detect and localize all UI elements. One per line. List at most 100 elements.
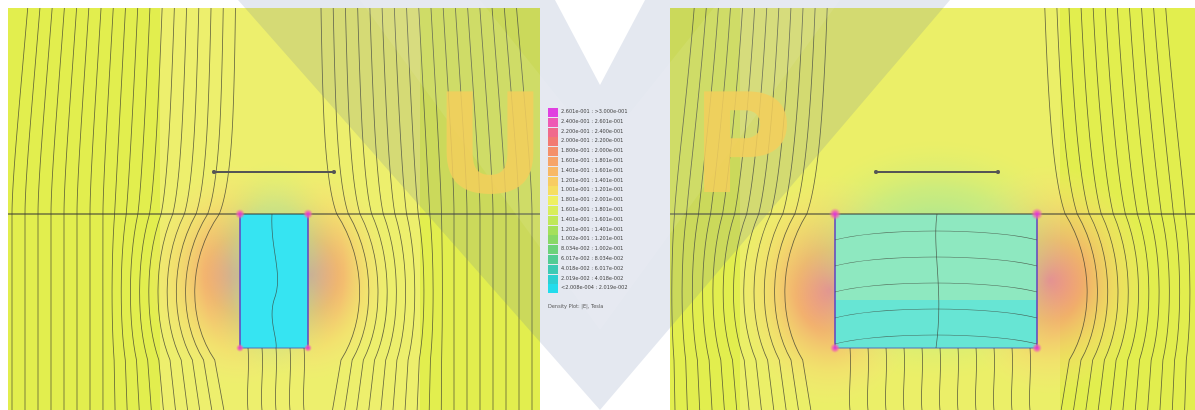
flux-line xyxy=(975,347,977,410)
legend-entry: 1.401e-001 : 1.601e-001 xyxy=(548,215,623,225)
flux-line xyxy=(681,7,707,410)
flux-line xyxy=(849,347,851,410)
legend-swatch xyxy=(548,284,558,294)
right-corner-marker xyxy=(1031,208,1043,220)
flux-line xyxy=(148,7,175,410)
flux-line xyxy=(442,7,455,410)
flux-line xyxy=(516,7,533,410)
flux-line xyxy=(37,7,53,410)
flux-line xyxy=(1029,347,1031,410)
watermark: U P xyxy=(238,0,950,410)
left-flux-lines xyxy=(11,7,533,410)
legend-range-label: 1.201e-001 : 1.401e-001 xyxy=(561,177,624,184)
flux-line xyxy=(1165,7,1191,410)
right-corner-marker xyxy=(830,343,840,353)
legend-swatch xyxy=(548,186,558,196)
flux-line xyxy=(381,7,406,410)
flux-line xyxy=(247,347,249,410)
flux-line xyxy=(430,7,443,410)
legend-entry: 2.200e-001 : 2.400e-001 xyxy=(548,127,624,137)
flux-line xyxy=(102,7,114,410)
legend-range-label: 2.019e-002 : 4.018e-002 xyxy=(561,275,624,282)
flux-line xyxy=(1011,347,1013,410)
flux-line xyxy=(1080,7,1119,410)
flux-line xyxy=(1116,7,1150,410)
right-flux-lines xyxy=(671,7,1191,410)
legend-entry: 1.401e-001 : 1.601e-001 xyxy=(548,166,624,176)
flux-line xyxy=(289,347,291,410)
legend-swatch xyxy=(548,255,558,264)
flux-line xyxy=(24,7,41,410)
legend-entry: <2.008e-004 : 2.019e-002 xyxy=(548,284,628,294)
legend-swatch xyxy=(548,274,558,284)
left-corner-marker xyxy=(303,209,313,219)
flux-line xyxy=(185,7,224,410)
right-corner-marker xyxy=(829,208,841,220)
flux-line xyxy=(1056,7,1098,410)
flux-line xyxy=(1092,7,1129,410)
flux-line xyxy=(320,7,360,410)
flux-line xyxy=(935,213,940,349)
right-measurement-end xyxy=(874,170,878,174)
legend-entry: 1.801e-001 : 2.001e-001 xyxy=(548,196,623,206)
left-field-panel xyxy=(8,7,540,410)
legend-range-label: 8.034e-002 : 1.002e-001 xyxy=(561,246,624,253)
flux-line xyxy=(503,7,520,410)
watermark-letter-p: P xyxy=(691,64,792,225)
legend-range-label: 1.002e-001 : 1.201e-001 xyxy=(561,236,624,243)
legend-swatch xyxy=(548,127,558,137)
legend-range-label: 1.601e-001 : 1.801e-001 xyxy=(561,207,624,213)
flux-line xyxy=(743,7,780,410)
legend-swatch xyxy=(548,225,558,235)
legend-swatch xyxy=(548,157,558,166)
flux-line xyxy=(753,7,792,410)
legend-swatch xyxy=(548,245,558,255)
flux-line xyxy=(50,7,65,410)
legend-swatch xyxy=(548,137,558,147)
legend-swatch xyxy=(548,147,558,157)
flux-line xyxy=(467,7,481,410)
flux-line xyxy=(271,213,278,349)
legend-range-label: 1.401e-001 : 1.601e-001 xyxy=(561,167,624,174)
flux-line xyxy=(733,7,768,410)
right-measurement-end xyxy=(996,170,1000,174)
flux-line xyxy=(139,7,163,410)
flux-line xyxy=(89,7,102,410)
flux-line xyxy=(406,7,425,410)
flux-line xyxy=(455,7,468,410)
legend-range-label: 6.017e-002 : 8.034e-002 xyxy=(561,256,624,262)
flux-line xyxy=(63,7,77,410)
legend-swatch xyxy=(548,196,558,206)
flux-line xyxy=(11,7,29,410)
legend-entry: 2.400e-001 : 2.601e-001 xyxy=(548,117,623,127)
legend-range-label: 2.200e-001 : 2.400e-001 xyxy=(561,128,624,135)
flux-line xyxy=(418,7,434,410)
legend-entry: 1.001e-001 : 1.201e-001 xyxy=(548,186,623,196)
legend-entry: 1.601e-001 : 1.801e-001 xyxy=(548,157,623,166)
legend-swatch xyxy=(548,117,558,127)
flux-line xyxy=(1141,7,1170,410)
flux-line xyxy=(763,7,804,410)
flux-line xyxy=(671,7,695,410)
flux-line xyxy=(194,7,236,410)
flux-line xyxy=(993,347,995,410)
flux-line xyxy=(921,347,923,410)
legend-entry: 1.002e-001 : 1.201e-001 xyxy=(548,235,624,245)
legend-swatch xyxy=(548,264,558,274)
legend-title: Density Plot: |E|, Tesla xyxy=(548,304,604,310)
flux-line xyxy=(120,7,139,410)
flux-line xyxy=(157,7,187,410)
flux-line xyxy=(1044,7,1088,410)
flux-line xyxy=(1129,7,1160,410)
legend-range-label: <2.008e-004 : 2.019e-002 xyxy=(561,285,628,292)
legend-swatch xyxy=(548,235,558,245)
left-corner-marker xyxy=(236,344,244,352)
legend-entry: 2.019e-002 : 4.018e-002 xyxy=(548,274,624,284)
watermark-letter-u: U xyxy=(434,64,546,225)
legend-swatch xyxy=(548,206,558,215)
legend-swatch xyxy=(548,108,558,117)
flux-line xyxy=(903,347,905,410)
flux-line xyxy=(491,7,507,410)
flux-line xyxy=(369,7,397,410)
